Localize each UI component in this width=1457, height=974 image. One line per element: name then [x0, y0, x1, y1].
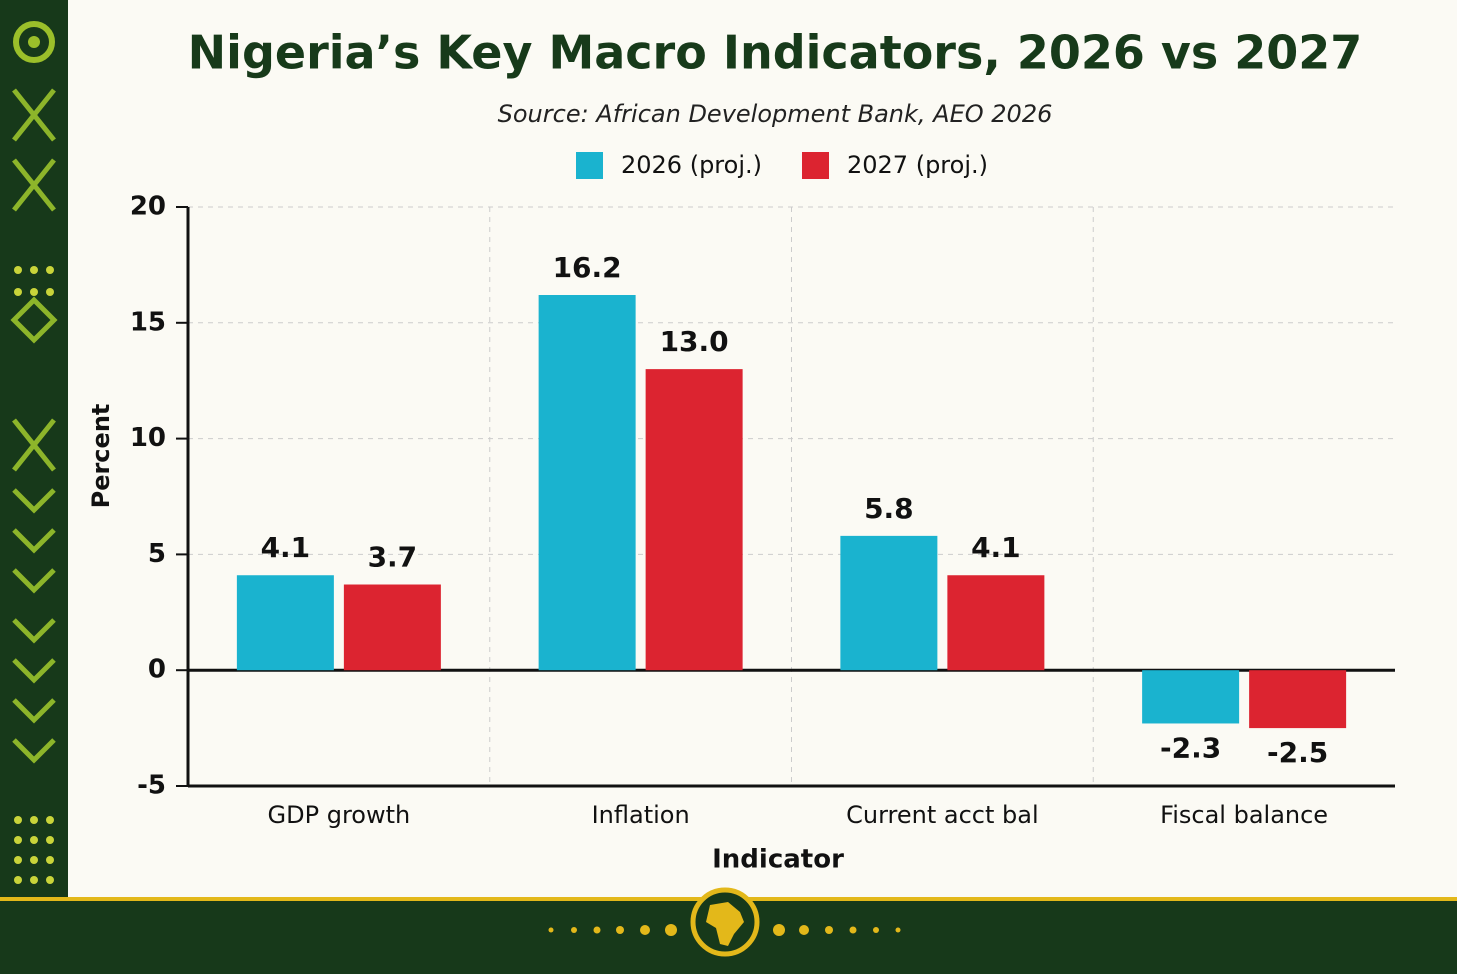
- legend-label: 2026 (proj.): [621, 151, 762, 179]
- bar: [947, 575, 1045, 671]
- x-tick-label: GDP growth: [268, 801, 411, 829]
- bar: [538, 295, 636, 671]
- value-label: 16.2: [553, 251, 622, 284]
- x-tick-label: Current acct bal: [846, 801, 1039, 829]
- y-tick-label: 0: [148, 655, 166, 685]
- bar: [343, 584, 441, 671]
- y-axis-label: Percent: [87, 404, 115, 509]
- legend-label: 2027 (proj.): [847, 151, 988, 179]
- value-label: -2.5: [1267, 736, 1328, 769]
- value-label: 4.1: [261, 531, 311, 564]
- y-tick-label: 15: [130, 307, 166, 337]
- x-tick-label: Inflation: [592, 801, 690, 829]
- bar: [1249, 670, 1347, 729]
- y-tick-label: -5: [137, 771, 166, 801]
- legend-swatch: [576, 152, 603, 179]
- bar: [236, 575, 334, 671]
- legend-swatch: [802, 152, 829, 179]
- left-border: [0, 0, 68, 898]
- bar: [645, 369, 743, 671]
- y-tick-label: 5: [148, 539, 166, 569]
- value-label: -2.3: [1160, 731, 1221, 764]
- bar: [840, 535, 938, 671]
- chart-subtitle: Source: African Development Bank, AEO 20…: [498, 100, 1053, 128]
- value-label: 3.7: [368, 541, 418, 574]
- y-tick-label: 20: [130, 192, 166, 222]
- bottom-band: [0, 887, 1457, 974]
- chart-title: Nigeria’s Key Macro Indicators, 2026 vs …: [188, 26, 1363, 80]
- x-tick-label: Fiscal balance: [1160, 801, 1328, 829]
- value-label: 4.1: [971, 531, 1021, 564]
- bar: [1142, 670, 1240, 724]
- y-tick-label: 10: [130, 423, 166, 453]
- value-label: 13.0: [660, 325, 729, 358]
- value-label: 5.8: [864, 492, 914, 525]
- x-axis-label: Indicator: [712, 845, 844, 875]
